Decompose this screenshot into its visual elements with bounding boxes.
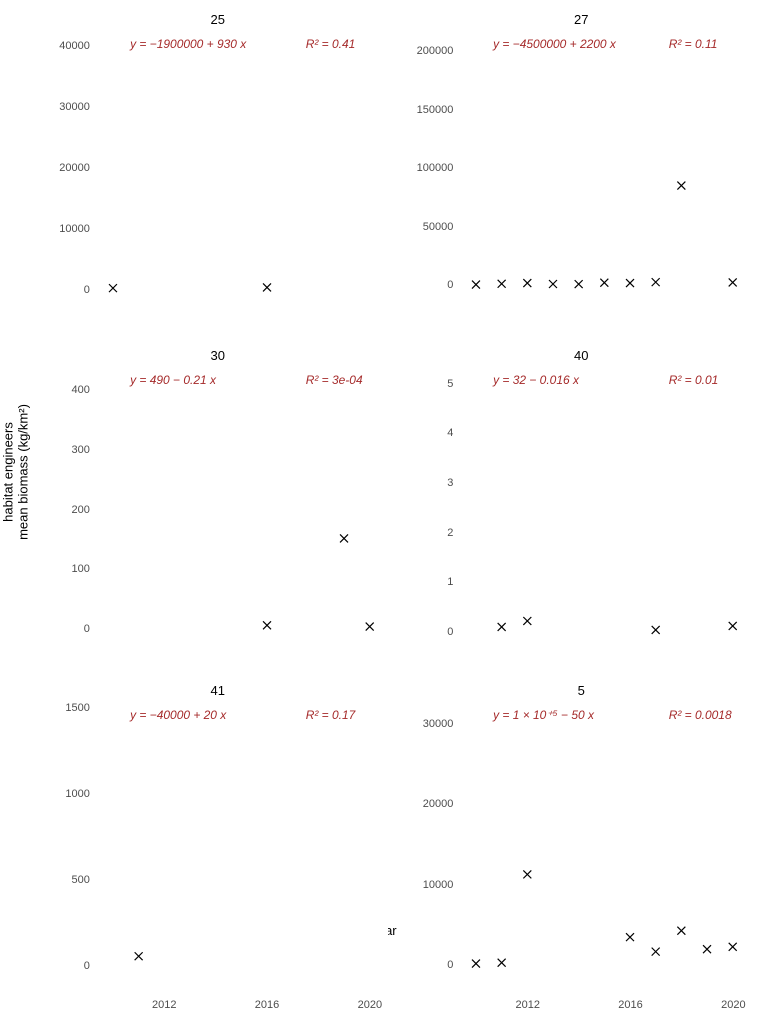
x-tick-label: 2012 bbox=[515, 999, 539, 1011]
x-axis: 2012 2016 2020 bbox=[95, 997, 388, 1019]
panel-title: 41 bbox=[48, 683, 388, 699]
y-tick-label: 10000 bbox=[423, 879, 454, 891]
panel-title: 25 bbox=[48, 12, 388, 28]
x-axis: 2012 2016 2020 bbox=[458, 997, 751, 1019]
x-axis bbox=[95, 326, 388, 348]
y-tick-label: 0 bbox=[84, 623, 90, 635]
panel: 40012345y = 32 − 0.016 xR² = 0.01 bbox=[412, 348, 752, 684]
plot-area: 012345y = 32 − 0.016 xR² = 0.01 bbox=[412, 364, 752, 684]
y-tick-label: 4 bbox=[447, 427, 453, 439]
y-tick-label: 20000 bbox=[59, 162, 90, 174]
plot-area: 0100200300400y = 490 − 0.21 xR² = 3e-04 bbox=[48, 364, 388, 684]
y-tick-label: 0 bbox=[447, 279, 453, 291]
y-tick-label: 2 bbox=[447, 527, 453, 539]
y-tick-label: 300 bbox=[71, 444, 89, 456]
y-tick-label: 30000 bbox=[423, 718, 454, 730]
y-tick-label: 1000 bbox=[65, 788, 89, 800]
y-axis: 0 10000 20000 30000 bbox=[412, 699, 459, 1019]
panel: 300100200300400y = 490 − 0.21 xR² = 3e-0… bbox=[48, 348, 388, 684]
x-tick-label: 2016 bbox=[255, 999, 279, 1011]
y-tick-label: 0 bbox=[84, 960, 90, 972]
x-axis bbox=[458, 661, 751, 683]
plot-svg bbox=[95, 364, 388, 657]
figure: Megabenthos habitat engineers mean bioma… bbox=[0, 0, 767, 944]
y-tick-label: 3 bbox=[447, 477, 453, 489]
plot-svg bbox=[458, 364, 751, 657]
y-tick-label: 1500 bbox=[65, 702, 89, 714]
y-tick-label: 150000 bbox=[417, 104, 454, 116]
y-tick-label: 200 bbox=[71, 504, 89, 516]
y-tick-label: 20000 bbox=[423, 798, 454, 810]
plot-svg bbox=[458, 28, 751, 321]
y-axis: 0 500 1000 1500 bbox=[48, 699, 95, 1019]
plot-svg bbox=[95, 28, 388, 321]
y-axis: 0 10000 20000 30000 40000 bbox=[48, 28, 95, 348]
y-tick-label: 40000 bbox=[59, 40, 90, 52]
x-tick-label: 2012 bbox=[152, 999, 176, 1011]
plot-area: 050010001500y = −40000 + 20 xR² = 0.1720… bbox=[48, 699, 388, 1019]
y-tick-label: 1 bbox=[447, 576, 453, 588]
y-tick-label: 50000 bbox=[423, 221, 454, 233]
panel-title: 27 bbox=[412, 12, 752, 28]
panel: 50100002000030000y = 1 × 10⁺⁵ − 50 xR² =… bbox=[412, 683, 752, 1019]
y-tick-label: 100 bbox=[71, 563, 89, 575]
x-tick-label: 2020 bbox=[358, 999, 382, 1011]
panel: 25010000200003000040000y = −1900000 + 93… bbox=[48, 12, 388, 348]
y-tick-label: 100000 bbox=[417, 162, 454, 174]
plot-area: 010000200003000040000y = −1900000 + 930 … bbox=[48, 28, 388, 348]
y-tick-label: 0 bbox=[84, 284, 90, 296]
y-tick-label: 0 bbox=[447, 959, 453, 971]
trend-line bbox=[95, 588, 388, 589]
x-tick-label: 2016 bbox=[618, 999, 642, 1011]
y-tick-label: 30000 bbox=[59, 101, 90, 113]
x-axis bbox=[95, 661, 388, 683]
x-axis bbox=[458, 326, 751, 348]
panel-grid: 25010000200003000040000y = −1900000 + 93… bbox=[48, 12, 751, 912]
x-tick-label: 2020 bbox=[721, 999, 745, 1011]
plot-area: 0100002000030000y = 1 × 10⁺⁵ − 50 xR² = … bbox=[412, 699, 752, 1019]
panel-title: 40 bbox=[412, 348, 752, 364]
plot-area: 050000100000150000200000y = −4500000 + 2… bbox=[412, 28, 752, 348]
plot-svg bbox=[458, 699, 751, 992]
y-axis: 0 100 200 300 400 bbox=[48, 364, 95, 684]
y-tick-label: 5 bbox=[447, 378, 453, 390]
y-tick-label: 500 bbox=[71, 874, 89, 886]
y-tick-label: 400 bbox=[71, 384, 89, 396]
panel: 27050000100000150000200000y = −4500000 +… bbox=[412, 12, 752, 348]
panel-title: 30 bbox=[48, 348, 388, 364]
y-tick-label: 200000 bbox=[417, 45, 454, 57]
panel: 41050010001500y = −40000 + 20 xR² = 0.17… bbox=[48, 683, 388, 1019]
y-axis-label: Megabenthos habitat engineers mean bioma… bbox=[0, 404, 31, 540]
plot-svg bbox=[95, 699, 388, 992]
y-tick-label: 10000 bbox=[59, 223, 90, 235]
y-tick-label: 0 bbox=[447, 626, 453, 638]
y-axis: 0 50000 100000 150000 200000 bbox=[412, 28, 459, 348]
panel-title: 5 bbox=[412, 683, 752, 699]
y-axis: 0 1 2 3 4 5 bbox=[412, 364, 459, 684]
